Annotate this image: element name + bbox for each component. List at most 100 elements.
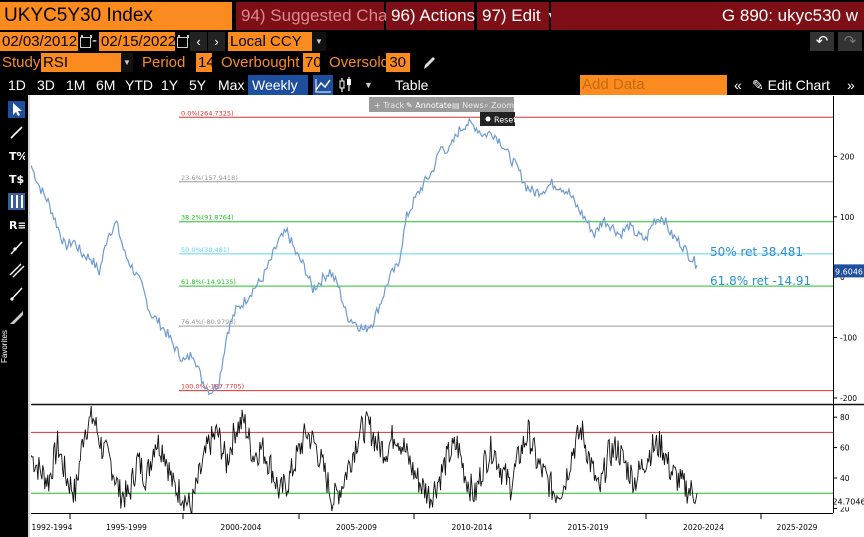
x-tick-label: 2015-2019 [568,523,609,532]
range-max[interactable]: Max [218,77,245,93]
undo-icon[interactable]: ↶ [810,32,834,51]
fibonacci-dollar-icon[interactable]: T$ [8,170,25,187]
suggested-charts-button[interactable]: 94) Suggested Charts [236,2,406,30]
edit-button[interactable]: 97) Edit▼ [477,2,557,30]
range-6m[interactable]: 6M [96,77,116,93]
eraser-icon[interactable] [8,309,25,326]
study-label: Study [2,54,41,71]
fib-level-label: 38.2%(91.8764) [181,214,234,222]
pencil-icon: ✎ [752,77,764,93]
fib-level-label: 61.8%(-14.9135) [181,278,236,286]
calendar-icon[interactable] [177,34,189,48]
reset-label: Reset [494,116,516,125]
chevron-down-icon[interactable]: ▼ [364,80,373,90]
price-series-line [31,117,698,396]
period-input[interactable]: 14 [196,53,212,72]
fib-level-label: 50.0%(38.481) [181,246,229,254]
start-date-input[interactable]: 02/03/2012 [0,32,78,51]
window-title: G 890: ukyc530 w [551,2,864,30]
range-ytd[interactable]: YTD [125,77,153,93]
x-tick-label: 2000-2004 [221,523,262,532]
cursor-icon[interactable] [8,101,25,118]
rsi-y-tick-label: 80 [840,413,850,422]
line-chart-icon[interactable] [313,75,333,95]
x-tick-label: 1992-1994 [32,523,73,532]
period-label: Period [142,54,186,71]
x-tick-label: 2010-2014 [452,523,493,532]
collapse-icon[interactable]: « [734,77,742,93]
table-button[interactable]: Table [395,77,429,93]
expand-icon[interactable]: » [847,77,855,93]
candlestick-icon[interactable] [337,75,355,95]
annotate-button[interactable]: ✎ Annotate [406,101,452,110]
chevron-down-icon[interactable]: ▼ [312,32,326,51]
chevron-down-icon[interactable]: ▼ [121,53,133,72]
study-select[interactable]: RSI [41,53,121,72]
reset-icon [485,116,491,122]
draw-line-icon[interactable] [8,124,25,141]
svg-text:R≡: R≡ [9,219,25,232]
rsi-y-tick-label: 20 [840,504,850,513]
range-bar: 1D 3D 1M 6M YTD 1Y 5Y Max Weekly ▼ ▼ Tab… [0,73,864,113]
forward-arrow-icon[interactable]: › [208,32,225,51]
calendar-icon[interactable] [80,34,92,48]
overbought-input[interactable]: 70 [303,53,320,72]
fibonacci-retracement-icon[interactable] [8,193,25,210]
ticker-input[interactable]: UKYC5Y30 Index [0,2,232,30]
last-value-tag [834,264,864,278]
date-bar: 02/03/2012 - 02/15/2022 ‹ › Local CCY ▼ … [0,31,864,52]
rsi-last-value-tag [834,494,864,508]
news-button[interactable]: ▤ News [452,101,484,110]
pencil-icon[interactable] [421,54,437,72]
redo-icon[interactable]: ↷ [838,32,862,51]
range-1y[interactable]: 1Y [161,77,179,93]
date-separator: - [92,32,97,49]
annotate-toolbar: + Track ✎ Annotate ▤ News ⌕ Zoom Reset [369,97,516,126]
range-1d[interactable]: 1D [8,77,26,93]
annotation-50[interactable]: 50% ret 38.481 [710,245,803,259]
rsi-y-tick-label: 60 [840,444,850,453]
rsi-y-tick-label: 40 [840,474,850,483]
currency-select[interactable]: Local CCY [228,32,312,51]
track-button[interactable]: + Track [374,101,405,110]
fibonacci-percent-icon[interactable]: T% [8,147,25,164]
study-bar: Study RSI ▼ Period 14 Overbought 70 Over… [0,52,864,73]
rsi-last-value-label: 24.7046 [832,497,864,506]
last-value-label: 9.6046 [835,267,863,276]
y-tick-label: 0 [840,273,845,282]
oversold-label: Oversold [329,54,390,71]
x-tick-label: 2025-2029 [777,523,818,532]
y-tick-label: 200 [840,152,855,161]
reset-button[interactable] [480,112,515,126]
svg-text:T%: T% [9,150,25,163]
x-tick-label: 2020-2024 [683,523,724,532]
range-3d[interactable]: 3D [37,77,55,93]
edit-chart-button[interactable]: ✎ Edit Chart [752,77,830,93]
chart-area [0,95,864,537]
range-1m[interactable]: 1M [66,77,86,93]
fib-level-label: 0.0%(264.7325) [181,109,234,117]
rsi-series-line [31,405,698,513]
svg-text:T$: T$ [9,173,24,186]
end-date-input[interactable]: 02/15/2022 [99,32,175,51]
channel-icon[interactable] [8,261,25,278]
ray-icon[interactable] [8,285,25,302]
overbought-label: Overbought [221,54,300,71]
header-bar: UKYC5Y30 Index 94) Suggested Charts 96) … [0,0,864,31]
fib-level-label: 23.6%(157.9418) [181,174,238,182]
trend-line-icon[interactable] [8,239,25,256]
y-tick-label: -100 [840,334,857,343]
zoom-button[interactable]: ⌕ Zoom [484,101,514,110]
oversold-input[interactable]: 30 [386,53,410,72]
add-data-input[interactable]: Add Data [580,75,727,95]
back-arrow-icon[interactable]: ‹ [190,32,207,51]
fibonacci-fan-icon[interactable]: R≡ [8,216,25,233]
annotation-618[interactable]: 61.8% ret -14.91 [710,274,811,288]
x-tick-label: 1995-1999 [106,523,147,532]
y-tick-label: -200 [840,394,857,403]
fib-level-label: 100.0%(-187.7705) [181,383,244,391]
range-5y[interactable]: 5Y [189,77,207,93]
y-tick-label: 100 [840,213,855,222]
